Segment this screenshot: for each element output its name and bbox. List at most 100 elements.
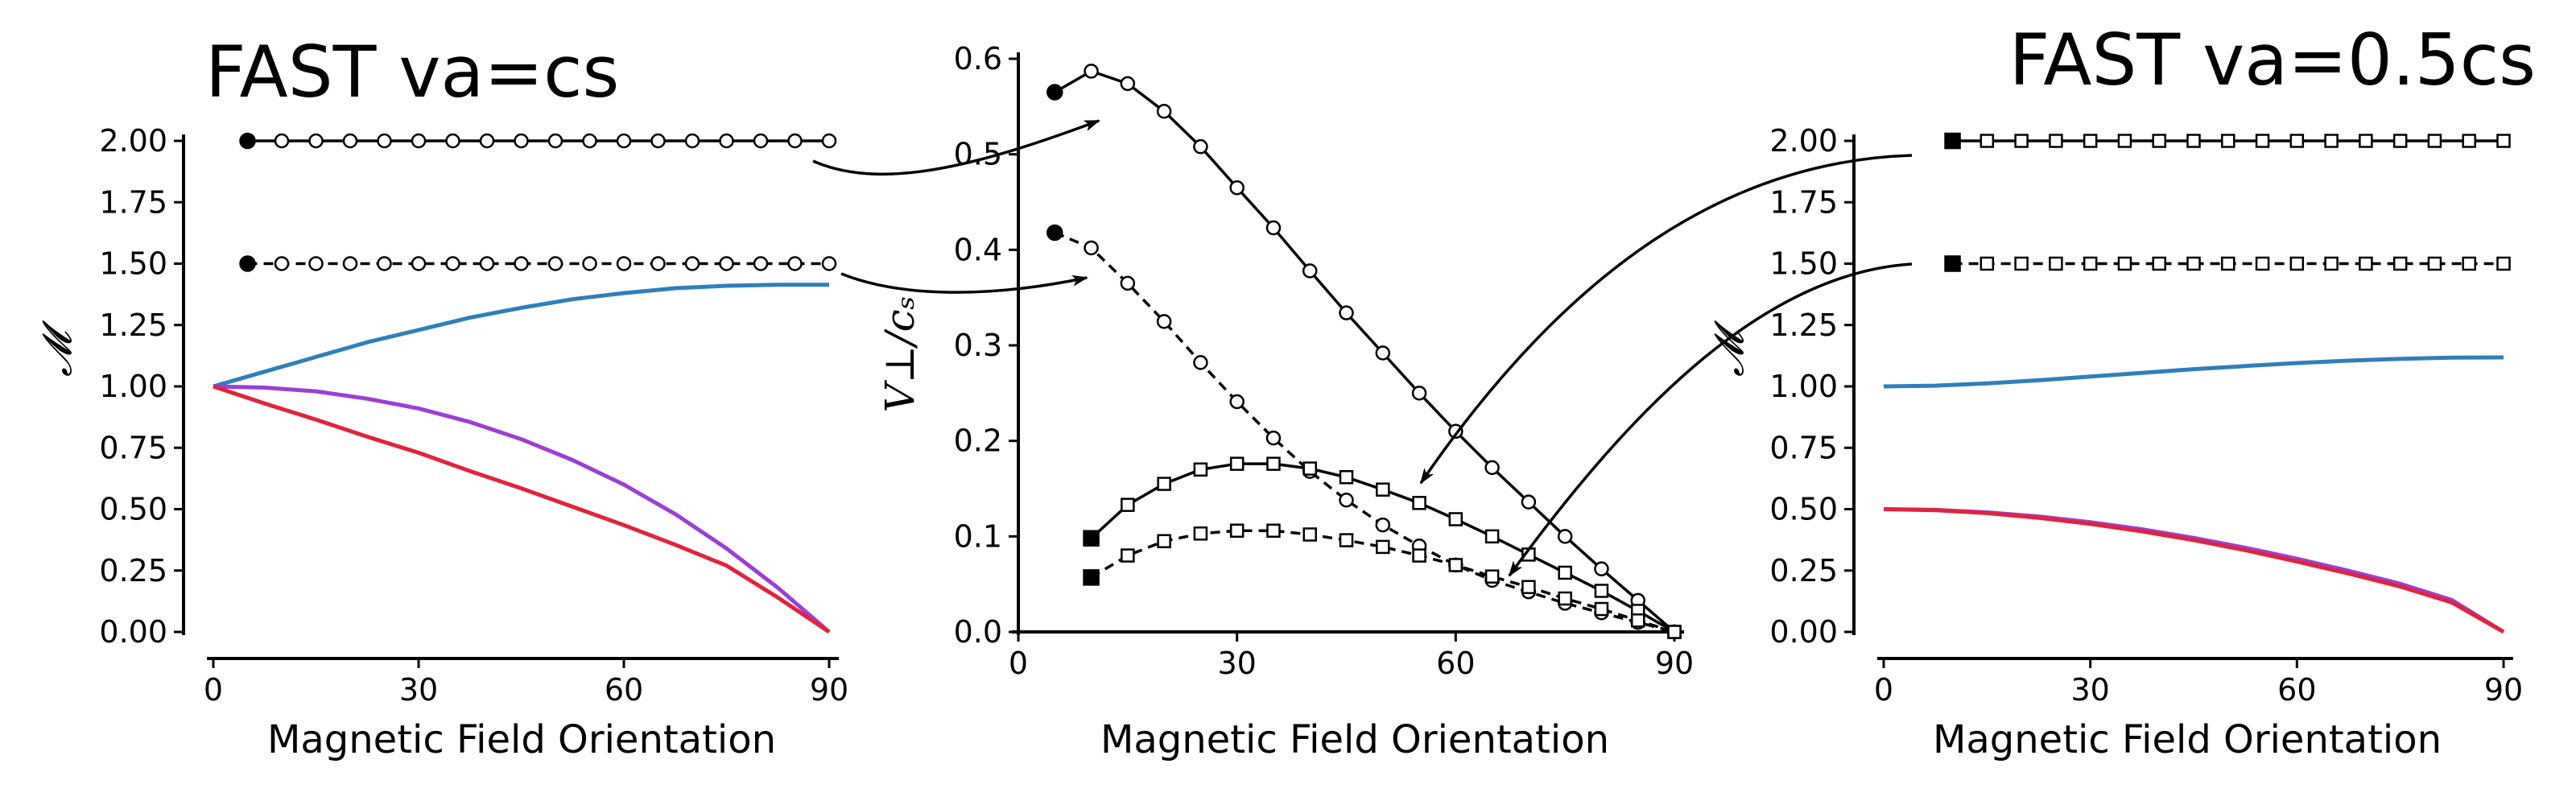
y-axis-label-left: 𝓜 [34,320,80,377]
middle-series-0-point [1156,104,1172,119]
right-series-3-point [1979,134,1995,148]
right-series-4-point [2427,256,2442,271]
middle-series-1-line [1054,231,1675,634]
arrow-right-top-to-middle [1419,154,1913,485]
arrow-right-bottom-to-middle [1508,262,1913,577]
right-series-4-point [2289,256,2305,271]
right-series-3-point [2289,134,2305,148]
middle-series-3-point [1484,569,1500,584]
right-series-4-point [2049,256,2063,271]
middle-series-3-point [1667,625,1682,639]
left-x-tick-label: 90 [810,672,848,708]
right-y-tick-label: 1.50 [1769,246,1838,282]
middle-series-0-point [1229,180,1245,196]
left-series-4-point [308,256,324,271]
left-series-3-point [821,133,837,149]
middle-series-0-point [1411,386,1427,401]
arrow-left-top-to-middle [812,119,1100,176]
right-series-3-point [2392,134,2408,148]
right-x-tick-label: 30 [2070,672,2109,708]
middle-series-0-point [1046,84,1063,101]
middle-series-3-point [1302,527,1317,542]
right-series-4-point [2186,256,2201,271]
right-y-tick-label: 0.75 [1769,430,1838,465]
right-series-3-point [2152,134,2166,148]
left-series-3-point [308,133,324,149]
middle-series-3-point [1448,558,1463,572]
right-series-3-point [2186,134,2201,148]
left-x-tick-label: 0 [204,672,223,708]
middle-x-tick-label: 60 [1436,646,1475,681]
middle-series-0-point [1193,138,1208,155]
right-series-4-point [2152,256,2166,271]
middle-series-3-point [1376,539,1390,555]
left-y-tick-label: 1.50 [99,246,167,282]
left-y-tick-label: 0.25 [99,553,167,588]
middle-series-3-point [1083,569,1100,586]
right-series-3-point [2117,134,2132,148]
right-y-tick-label: 0.00 [1769,614,1838,650]
right-series-4-point [1979,256,1995,271]
middle-x-tick-label: 90 [1655,646,1694,681]
left-series-4-point [821,256,837,271]
left-series-3-point [239,132,256,150]
middle-series-2-point [1302,461,1317,476]
middle-y-tick-label: 0.1 [954,518,1002,554]
middle-series-3-point [1630,613,1645,628]
left-series-4-point [479,256,495,271]
left-series-3-point [684,133,700,149]
middle-series-2-point [1083,530,1100,547]
middle-series-0-point [1594,561,1609,576]
right-series-4-point [2014,256,2029,271]
middle-series-1-point [1084,240,1099,256]
right-series-4-point [1944,255,1961,272]
x-axis-label-right: Magnetic Field Orientation [1933,717,2442,762]
middle-series-2-point [1376,482,1390,497]
middle-series-2-point [1157,477,1171,491]
left-series-3-point [787,133,803,149]
panel-middle-vperp: 0.0 0.1 0.2 0.3 0.4 0.5 0.6 0 30 60 90 [954,41,1695,681]
left-y-tick-label: 1.00 [99,369,167,404]
middle-series-2-point [1412,496,1426,510]
middle-x-tick-label: 0 [1009,646,1028,681]
middle-series-1-point [1339,492,1354,508]
left-series-3-point [719,133,734,149]
right-series-4-point [2392,256,2408,271]
middle-series-1-point [1046,224,1063,242]
left-series-4-point [582,256,597,271]
right-series-4-point [2117,256,2132,271]
left-series-4-point [342,256,358,271]
right-series-3-point [1944,132,1961,150]
right-series-3-point [2049,134,2063,148]
middle-y-tick-label: 0.5 [954,137,1002,172]
middle-series-1-point [1120,275,1136,291]
panel-right-mach-va-half-cs: 0.00 0.25 0.50 0.75 1.00 1.25 1.50 1.75 2.00 0 30 6… [1769,123,2523,708]
right-series-4-point [2083,256,2098,271]
right-series-4-point [2255,256,2270,271]
right-series-3-point [2255,134,2270,148]
right-y-tick-label: 1.00 [1769,369,1838,404]
right-series-3-point [2221,134,2235,148]
middle-series-2-point [1229,456,1245,471]
left-series-3-point [445,133,460,149]
middle-y-tick-label: 0.0 [954,614,1002,650]
middle-series-3-point [1339,533,1354,547]
middle-series-2-point [1339,470,1354,485]
left-y-tick-label: 0.75 [99,430,167,465]
middle-series-2-point [1558,565,1572,580]
middle-series-0-line [1054,69,1676,634]
left-series-3-point [377,133,392,149]
left-x-tick-label: 60 [605,672,643,708]
left-y-tick-label: 0.00 [99,614,167,650]
left-series-3-point [616,133,632,149]
right-series-0-line [1883,355,2504,389]
left-series-4-point [239,255,256,272]
middle-series-3-point [1229,523,1245,538]
middle-series-0-point [1375,345,1391,361]
right-series-3-point [2496,134,2511,148]
left-series-3-point [650,133,666,149]
middle-series-1-point [1265,430,1282,446]
right-y-tick-label: 1.25 [1769,308,1838,343]
left-series-4-point [377,256,392,271]
chart-title-right: FAST va=0.5cs [2009,19,2536,101]
